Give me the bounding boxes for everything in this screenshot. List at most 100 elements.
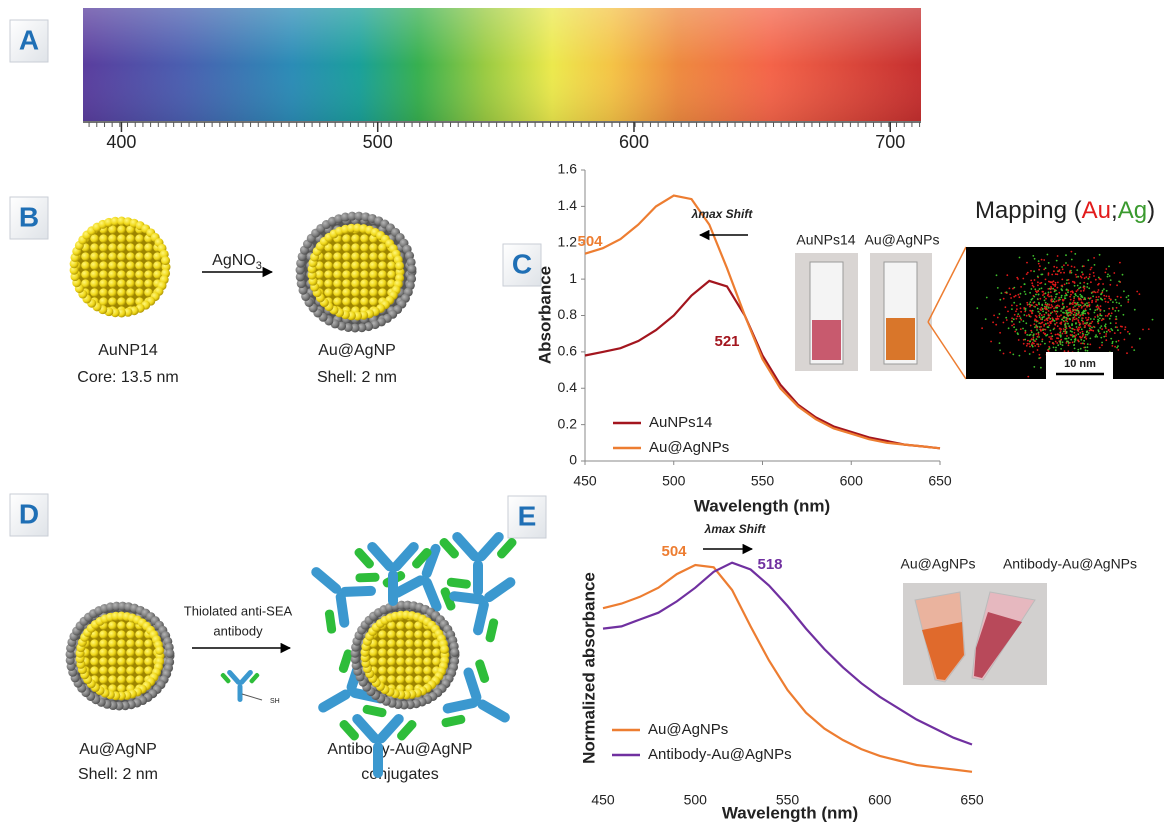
map-dot	[1074, 253, 1077, 255]
map-dot	[1065, 337, 1068, 340]
map-dot	[1082, 342, 1084, 345]
map-dot	[1105, 289, 1108, 292]
shell-bump	[357, 323, 367, 333]
map-dot	[1097, 315, 1099, 318]
map-dot	[1037, 310, 1040, 313]
shell-bump	[165, 648, 175, 658]
photo-label: Antibody-Au@AgNPs	[1003, 556, 1137, 572]
map-dot	[1033, 270, 1035, 273]
map-dot	[1151, 318, 1154, 321]
map-dot	[1048, 287, 1051, 290]
map-dot	[1082, 289, 1085, 292]
map-dot	[1018, 321, 1021, 323]
map-dot	[1052, 300, 1055, 303]
map-dot	[1034, 314, 1037, 317]
map-dot	[1099, 278, 1102, 281]
map-dot	[1037, 293, 1040, 296]
map-dot	[1102, 318, 1105, 321]
map-dot	[1069, 330, 1072, 332]
map-dot	[1044, 328, 1047, 331]
map-dot	[1056, 342, 1059, 344]
core-bump	[155, 645, 165, 655]
letter-box	[507, 495, 547, 539]
map-dot	[1040, 325, 1042, 328]
map-dot	[1065, 289, 1068, 291]
map-dot	[1064, 332, 1067, 335]
map-dot	[1011, 308, 1013, 310]
map-dot	[1041, 273, 1044, 276]
x-tick-label: 600	[868, 792, 892, 808]
map-dot	[1016, 276, 1019, 279]
map-dot	[1081, 319, 1083, 322]
mapping-text: Mapping (	[975, 197, 1082, 224]
map-dot	[1069, 327, 1072, 329]
map-dot	[1089, 343, 1092, 346]
map-dot	[1106, 275, 1109, 278]
map-dot	[1092, 325, 1095, 328]
map-dot	[1083, 281, 1086, 284]
map-dot	[1086, 322, 1088, 324]
map-dot	[1082, 298, 1085, 301]
map-dot	[1080, 328, 1083, 331]
letter-box	[9, 196, 49, 240]
shell-bump	[406, 257, 416, 267]
map-dot	[1062, 328, 1065, 330]
map-dot	[1056, 310, 1059, 313]
map-dot	[1036, 349, 1039, 351]
map-dot	[1077, 330, 1080, 332]
map-dot	[1038, 268, 1040, 271]
reagent: AgNO3	[212, 252, 262, 272]
map-dot	[1066, 340, 1068, 343]
map-dot	[1024, 350, 1026, 352]
map-dot	[1069, 295, 1071, 298]
map-dot	[1049, 320, 1051, 323]
map-dot	[1077, 319, 1080, 322]
map-dot	[1013, 286, 1016, 289]
map-dot	[1054, 273, 1057, 275]
map-dot	[1073, 331, 1076, 334]
map-dot	[1101, 344, 1103, 346]
map-dot	[1103, 288, 1105, 290]
legend-label: Antibody-Au@AgNPs	[648, 746, 792, 763]
map-dot	[1022, 327, 1024, 330]
map-dot	[1028, 343, 1030, 345]
map-dot	[1093, 291, 1095, 293]
map-dot	[1005, 319, 1008, 321]
map-dot	[1096, 314, 1099, 317]
map-dot	[1070, 250, 1073, 253]
map-dot	[1126, 352, 1128, 355]
series-line	[584, 279, 941, 450]
map-dot	[1055, 313, 1058, 315]
particle-name: Au@AgNP	[79, 741, 157, 758]
map-dot	[1136, 290, 1139, 293]
map-dot	[1005, 291, 1008, 294]
map-dot	[1072, 313, 1075, 316]
nanoparticle	[65, 601, 175, 711]
map-dot	[1108, 265, 1110, 268]
map-dot	[1026, 271, 1029, 274]
map-dot	[1047, 313, 1050, 316]
map-dot	[1093, 318, 1095, 320]
map-dot	[1040, 330, 1042, 332]
map-dot	[1030, 338, 1033, 341]
map-dot	[1085, 317, 1087, 319]
map-dot	[1099, 309, 1102, 311]
map-dot	[1073, 344, 1076, 346]
map-dot	[1035, 316, 1038, 318]
map-dot	[1064, 337, 1067, 340]
map-dot	[1031, 282, 1034, 285]
map-dot	[1098, 346, 1101, 349]
map-dot	[1068, 310, 1071, 312]
map-dot	[1147, 328, 1150, 330]
map-dot	[1085, 337, 1088, 340]
map-dot	[1034, 319, 1037, 322]
map-dot	[1064, 297, 1067, 300]
map-dot	[1119, 332, 1122, 334]
map-dot	[1037, 334, 1040, 336]
map-dot	[1068, 317, 1071, 320]
map-dot	[1036, 326, 1038, 329]
map-dot	[1080, 298, 1082, 301]
map-dot	[1072, 299, 1075, 302]
map-dot	[1032, 335, 1035, 337]
map-dot	[1060, 296, 1063, 299]
